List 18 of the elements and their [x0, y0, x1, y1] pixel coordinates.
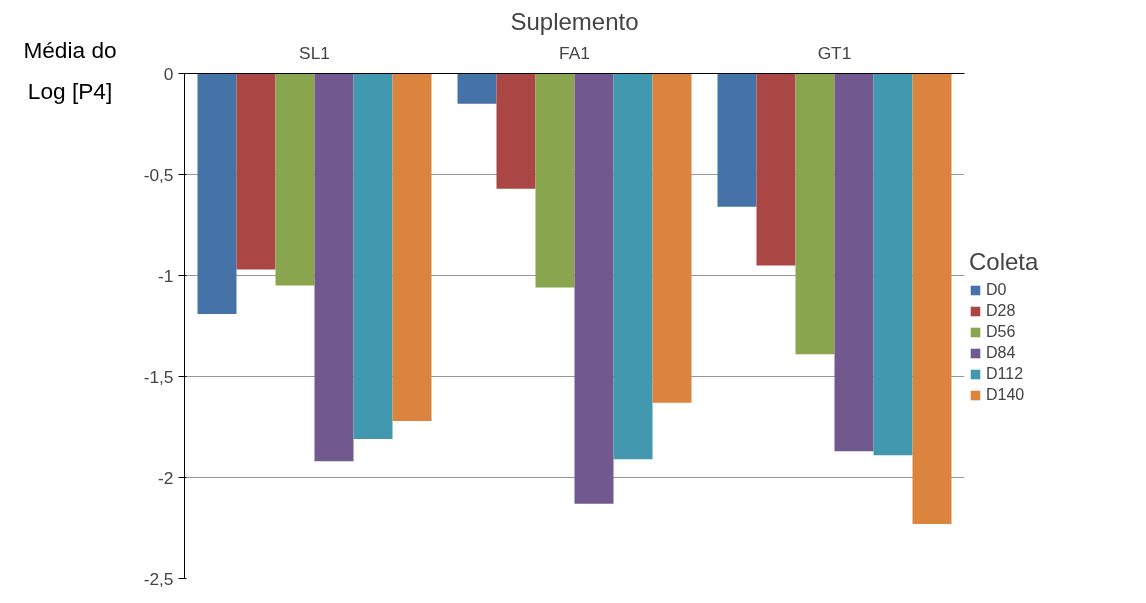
y-tick-label: -2,5	[143, 568, 174, 589]
x-tick-label: GT1	[817, 42, 852, 63]
legend-title: Coleta	[969, 247, 1039, 276]
legend-label: D28	[986, 301, 1016, 320]
legend-label: D56	[986, 322, 1016, 341]
y-tick-label: -1,5	[143, 366, 174, 387]
x-tick-label: SL1	[299, 42, 330, 63]
legend-label: D112	[986, 364, 1024, 383]
y-tick-label: -0,5	[143, 164, 174, 185]
y-tick-label: -1	[158, 265, 174, 286]
legend-label: D84	[986, 343, 1016, 362]
y-tick-label: 0	[163, 63, 174, 84]
y-tick-label: -2	[158, 467, 174, 488]
x-tick-label: FA1	[559, 42, 590, 63]
legend-label: D0	[986, 280, 1007, 299]
chart-title: Suplemento	[510, 7, 639, 35]
legend-label: D140	[986, 385, 1025, 404]
y-axis-title: Média do Log [P4]	[22, 36, 118, 106]
